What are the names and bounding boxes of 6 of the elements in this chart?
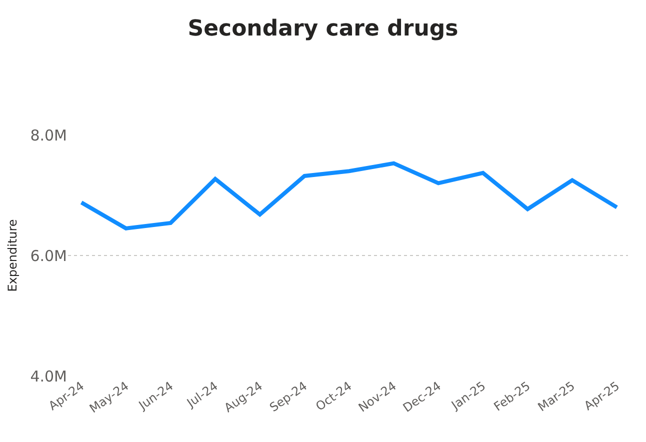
line-series <box>79 161 619 230</box>
y-tick-label: 4.0M <box>30 367 67 386</box>
y-tick-label: 6.0M <box>30 246 67 265</box>
y-tick-label: 8.0M <box>30 126 67 144</box>
y-axis-title: Expenditure <box>6 219 20 292</box>
chart-title: Secondary care drugs <box>188 16 458 42</box>
